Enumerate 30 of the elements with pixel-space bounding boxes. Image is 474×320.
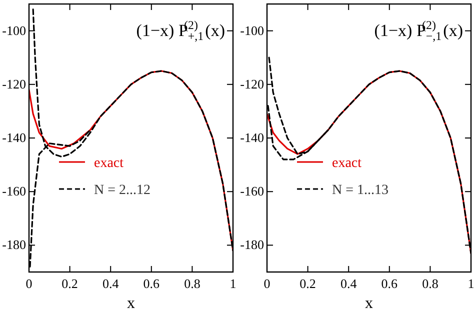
y-tick-label: -160	[240, 184, 264, 199]
y-tick-label: -140	[2, 130, 26, 145]
x-tick-label: 0.2	[62, 276, 78, 291]
x-axis-title: x	[365, 295, 373, 312]
y-tick-label: -100	[2, 22, 26, 38]
x-tick-label: 0	[264, 276, 270, 291]
annotation: (1−x) P$_{−,1}$$^{(2)}$ (x)	[374, 18, 463, 43]
x-tick-label: 1	[468, 276, 474, 291]
y-tick-label: -160	[2, 184, 26, 199]
x-tick-label: 0.8	[184, 276, 200, 291]
x-tick-label: 0.6	[381, 276, 398, 291]
x-tick-label: 0.4	[340, 276, 358, 291]
y-tick-label: -120	[240, 76, 264, 92]
y-tick-label: -180	[2, 237, 26, 252]
y-tick-label: -140	[240, 130, 264, 145]
legend-label: N = 2...12	[94, 183, 151, 198]
y-tick-label: -100	[240, 22, 264, 38]
y-tick-label: -120	[2, 76, 26, 92]
x-tick-label: 1	[230, 276, 236, 291]
x-tick-label: 0.8	[422, 276, 438, 291]
annotation: (1−x) P$_{+,1}$$^{(2)}$ (x)	[136, 18, 225, 43]
x-tick-label: 0	[26, 276, 32, 291]
legend-label: exact	[94, 156, 124, 171]
x-axis-title: x	[127, 295, 135, 312]
x-tick-label: 0.4	[102, 276, 120, 291]
legend-label: exact	[332, 156, 362, 171]
x-tick-label: 0.2	[300, 276, 316, 291]
y-tick-label: -180	[240, 237, 264, 252]
x-tick-label: 0.6	[143, 276, 160, 291]
legend-label: N = 1...13	[332, 183, 389, 198]
